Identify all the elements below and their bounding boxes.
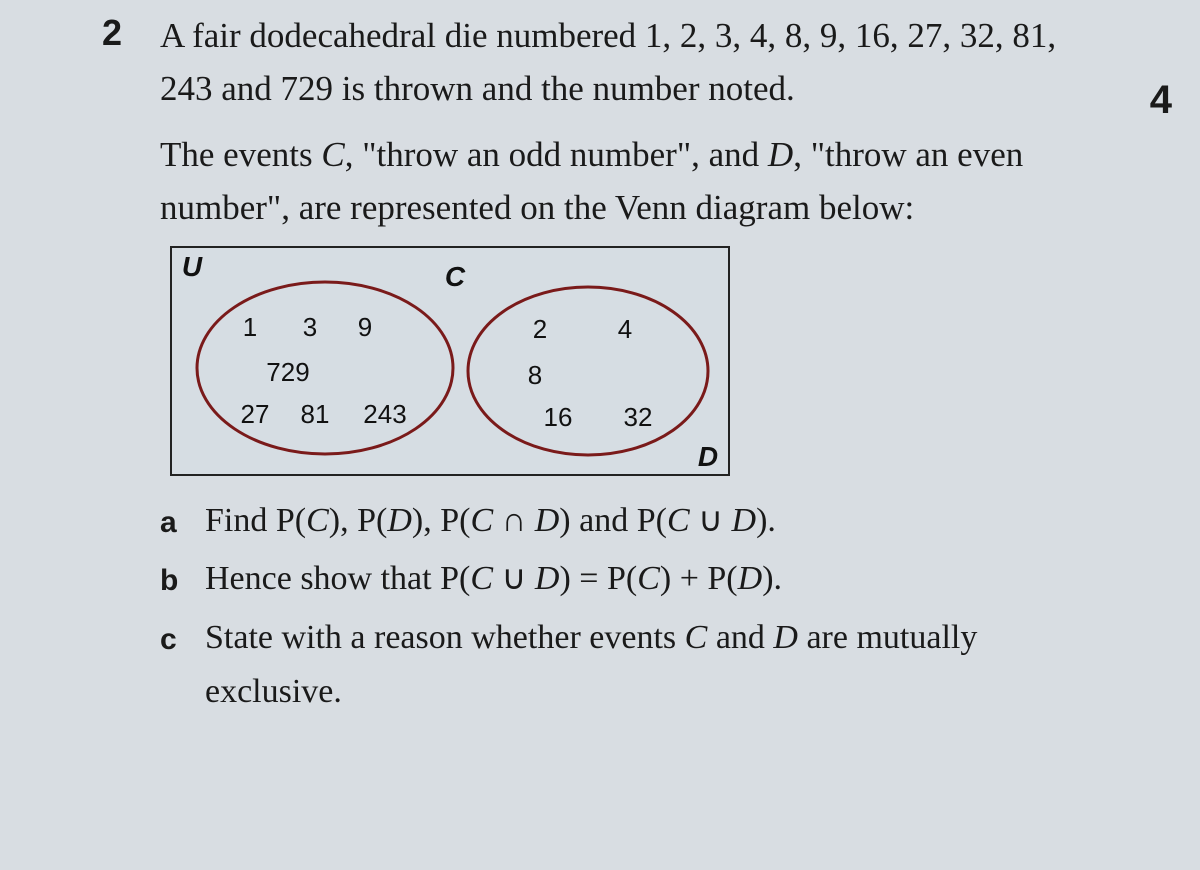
svg-text:27: 27 bbox=[241, 399, 270, 429]
t: Find P( bbox=[205, 502, 306, 539]
svg-text:2: 2 bbox=[533, 314, 547, 344]
content-wrapper: A fair dodecahedral die numbered 1, 2, 3… bbox=[160, 10, 1070, 720]
t: D bbox=[535, 502, 560, 539]
p2-prefix: The events bbox=[160, 135, 321, 174]
sub-q-text: Hence show that P(C ∪ D) = P(C) + P(D). bbox=[205, 552, 1070, 606]
svg-text:C: C bbox=[445, 261, 466, 292]
svg-text:16: 16 bbox=[544, 402, 573, 432]
t: ∩ bbox=[493, 502, 535, 539]
question-paragraph-2: The events C, "throw an odd number", and… bbox=[160, 129, 1070, 234]
t: C bbox=[470, 560, 493, 597]
sub-q-text: Find P(C), P(D), P(C ∩ D) and P(C ∪ D). bbox=[205, 494, 1070, 548]
sub-q-text: State with a reason whether events C and… bbox=[205, 611, 1070, 720]
t: State with a reason whether events bbox=[205, 619, 685, 656]
svg-text:D: D bbox=[698, 441, 718, 472]
sub-q-letter: c bbox=[160, 611, 205, 720]
svg-text:9: 9 bbox=[358, 312, 372, 342]
side-label: 4 bbox=[1150, 78, 1172, 123]
t: C bbox=[667, 502, 690, 539]
t: D bbox=[773, 619, 798, 656]
svg-text:4: 4 bbox=[618, 314, 632, 344]
t: ) and P( bbox=[559, 502, 667, 539]
t: D bbox=[738, 560, 763, 597]
event-d: D bbox=[768, 135, 793, 174]
t: D bbox=[387, 502, 412, 539]
t: D bbox=[732, 502, 757, 539]
t: D bbox=[535, 560, 560, 597]
t: ). bbox=[756, 502, 776, 539]
t: ), P( bbox=[412, 502, 471, 539]
svg-text:8: 8 bbox=[528, 360, 542, 390]
t: ) = P( bbox=[559, 560, 637, 597]
question-number: 2 bbox=[102, 12, 122, 54]
t: and bbox=[707, 619, 773, 656]
t: C bbox=[470, 502, 493, 539]
svg-text:1: 1 bbox=[243, 312, 257, 342]
t: ) + P( bbox=[660, 560, 738, 597]
question-paragraph-1: A fair dodecahedral die numbered 1, 2, 3… bbox=[160, 10, 1070, 115]
svg-text:729: 729 bbox=[266, 357, 309, 387]
t: C bbox=[637, 560, 660, 597]
sub-q-letter: a bbox=[160, 494, 205, 548]
t: C bbox=[685, 619, 708, 656]
svg-text:32: 32 bbox=[624, 402, 653, 432]
p2-c-desc: , "throw an odd number", and bbox=[345, 135, 768, 174]
venn-diagram: U C D 1 3 9 729 27 81 243 2 4 816 32 bbox=[170, 246, 1070, 476]
svg-text:3: 3 bbox=[303, 312, 317, 342]
svg-text:U: U bbox=[182, 251, 203, 282]
t: Hence show that P( bbox=[205, 560, 470, 597]
svg-text:81: 81 bbox=[301, 399, 330, 429]
t: ∪ bbox=[690, 502, 732, 539]
t: ∪ bbox=[493, 560, 535, 597]
t: ), P( bbox=[329, 502, 388, 539]
t: C bbox=[306, 502, 329, 539]
svg-text:243: 243 bbox=[363, 399, 406, 429]
sub-question-a: a Find P(C), P(D), P(C ∩ D) and P(C ∪ D)… bbox=[160, 494, 1070, 548]
sub-q-letter: b bbox=[160, 552, 205, 606]
sub-questions: a Find P(C), P(D), P(C ∩ D) and P(C ∪ D)… bbox=[160, 494, 1070, 720]
t: ). bbox=[762, 560, 782, 597]
event-c: C bbox=[321, 135, 344, 174]
sub-question-c: c State with a reason whether events C a… bbox=[160, 611, 1070, 720]
sub-question-b: b Hence show that P(C ∪ D) = P(C) + P(D)… bbox=[160, 552, 1070, 606]
venn-svg: U C D 1 3 9 729 27 81 243 2 4 816 32 bbox=[170, 246, 730, 476]
